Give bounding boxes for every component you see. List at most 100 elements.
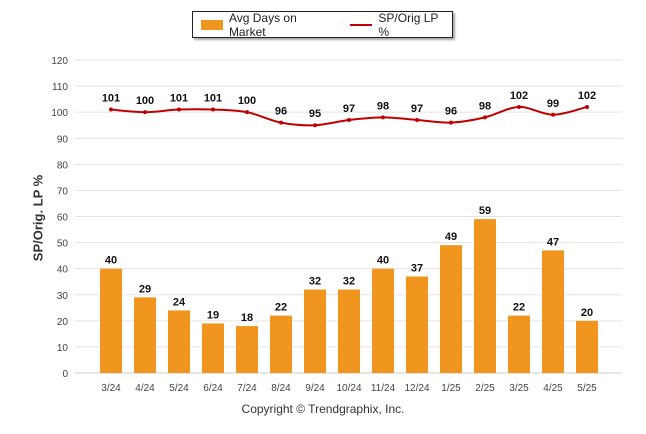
x-tick-label: 2/25 [475, 383, 495, 394]
line-point[interactable] [449, 120, 453, 125]
line-point[interactable] [211, 107, 215, 112]
x-axis-ticks: 3/24 4/24 5/24 6/24 7/24 8/24 9/24 10/24 11/24 12… [101, 383, 597, 394]
line-value-label: 101 [102, 93, 120, 105]
x-tick-label: 1/25 [441, 383, 461, 394]
line-point[interactable] [279, 120, 283, 125]
legend-item-line[interactable]: SP/Orig LP % [336, 11, 452, 39]
bar-value-label: 29 [139, 283, 151, 295]
line-value-label: 101 [170, 93, 188, 105]
line-value-label: 96 [445, 106, 457, 118]
bar-value-label: 18 [241, 312, 253, 324]
y-tick-label: 100 [51, 108, 68, 119]
y-tick-label: 90 [57, 134, 69, 145]
x-tick-label: 12/24 [404, 383, 429, 394]
bar[interactable] [576, 320, 598, 373]
bar-value-label: 47 [547, 236, 559, 248]
line-point[interactable] [483, 115, 487, 120]
bar[interactable] [406, 276, 428, 373]
y-tick-label: 120 [51, 56, 68, 67]
bar[interactable] [474, 219, 496, 373]
bar[interactable] [440, 245, 462, 373]
x-tick-label: 3/24 [101, 383, 121, 394]
y-axis-label: SP/Orig. LP % [30, 174, 46, 262]
line-value-label: 98 [377, 100, 389, 112]
bar-value-label: 22 [513, 302, 525, 314]
x-tick-label: 10/24 [336, 383, 361, 394]
x-tick-label: 7/24 [237, 383, 257, 394]
line-value-label: 97 [343, 103, 355, 115]
line-point[interactable] [585, 104, 589, 109]
bar[interactable] [134, 297, 156, 373]
y-tick-label: 110 [52, 82, 68, 93]
bar[interactable] [168, 310, 190, 373]
bar-value-label: 32 [309, 276, 321, 288]
x-tick-label: 11/24 [371, 383, 396, 394]
bar[interactable] [236, 326, 258, 373]
legend-label-line: SP/Orig LP % [378, 10, 439, 39]
bar-value-label: 40 [105, 255, 117, 267]
line-point[interactable] [347, 117, 351, 122]
line-series [109, 104, 589, 128]
bar-value-label: 37 [411, 262, 423, 274]
legend: Avg Days on Market SP/Orig LP % [192, 11, 453, 39]
y-tick-label: 70 [57, 186, 69, 197]
bar-value-label: 59 [479, 205, 491, 217]
line-value-label: 100 [238, 95, 256, 107]
line-point[interactable] [517, 104, 521, 109]
y-tick-label: 30 [57, 291, 69, 302]
line-data-labels: 101 100 101 101 100 96 95 97 98 97 96 98 102 99 102 [102, 90, 596, 120]
line-point[interactable] [415, 117, 419, 122]
line-value-label: 99 [547, 98, 559, 110]
line-point[interactable] [143, 110, 147, 115]
bar[interactable] [542, 250, 564, 373]
y-tick-label: 40 [57, 265, 69, 276]
line-point[interactable] [109, 107, 113, 112]
bar-value-label: 49 [445, 231, 457, 243]
bar[interactable] [100, 268, 122, 373]
bar-value-label: 24 [173, 296, 186, 308]
legend-item-bar[interactable]: Avg Days on Market [193, 11, 336, 39]
bar-value-label: 22 [275, 302, 287, 314]
x-tick-label: 4/25 [543, 383, 563, 394]
x-tick-label: 4/24 [135, 383, 155, 394]
bar[interactable] [372, 268, 394, 373]
line-value-label: 102 [510, 90, 528, 102]
y-axis-ticks: 0 10 20 30 40 50 60 70 80 90 100 110 120 [51, 56, 68, 380]
line-point[interactable] [381, 115, 385, 120]
line-point[interactable] [245, 110, 249, 115]
line-value-label: 102 [578, 90, 596, 102]
bar-value-label: 40 [377, 255, 389, 267]
bar[interactable] [304, 289, 326, 373]
line-point[interactable] [313, 123, 317, 128]
bar-data-labels: 40 29 24 19 18 22 32 32 40 37 49 59 22 47 20 [105, 205, 593, 324]
bar[interactable] [270, 315, 292, 373]
line-value-label: 96 [275, 106, 287, 118]
bar[interactable] [508, 315, 530, 373]
line-value-label: 98 [479, 100, 491, 112]
bar[interactable] [202, 323, 224, 373]
y-tick-label: 0 [62, 369, 68, 380]
line-point[interactable] [177, 107, 181, 112]
line-point[interactable] [551, 112, 555, 117]
y-tick-label: 50 [57, 239, 69, 250]
legend-label-bar: Avg Days on Market [228, 10, 297, 39]
line-value-label: 97 [411, 103, 423, 115]
bar-value-label: 32 [343, 276, 355, 288]
y-tick-label: 10 [57, 343, 69, 354]
x-tick-label: 8/24 [271, 383, 291, 394]
x-tick-label: 9/24 [305, 383, 325, 394]
x-tick-label: 6/24 [203, 383, 223, 394]
x-tick-label: 3/25 [509, 383, 529, 394]
x-tick-label: 5/24 [169, 383, 189, 394]
bar[interactable] [338, 289, 360, 373]
bar-value-label: 20 [581, 307, 593, 319]
bar-series [100, 219, 598, 373]
x-tick-label: 5/25 [577, 383, 597, 394]
legend-swatch-line [350, 23, 373, 26]
bar-value-label: 19 [207, 309, 219, 321]
line-value-label: 100 [136, 95, 154, 107]
line-value-label: 95 [309, 108, 321, 120]
y-tick-label: 80 [57, 160, 69, 171]
legend-swatch-bar [201, 19, 223, 30]
